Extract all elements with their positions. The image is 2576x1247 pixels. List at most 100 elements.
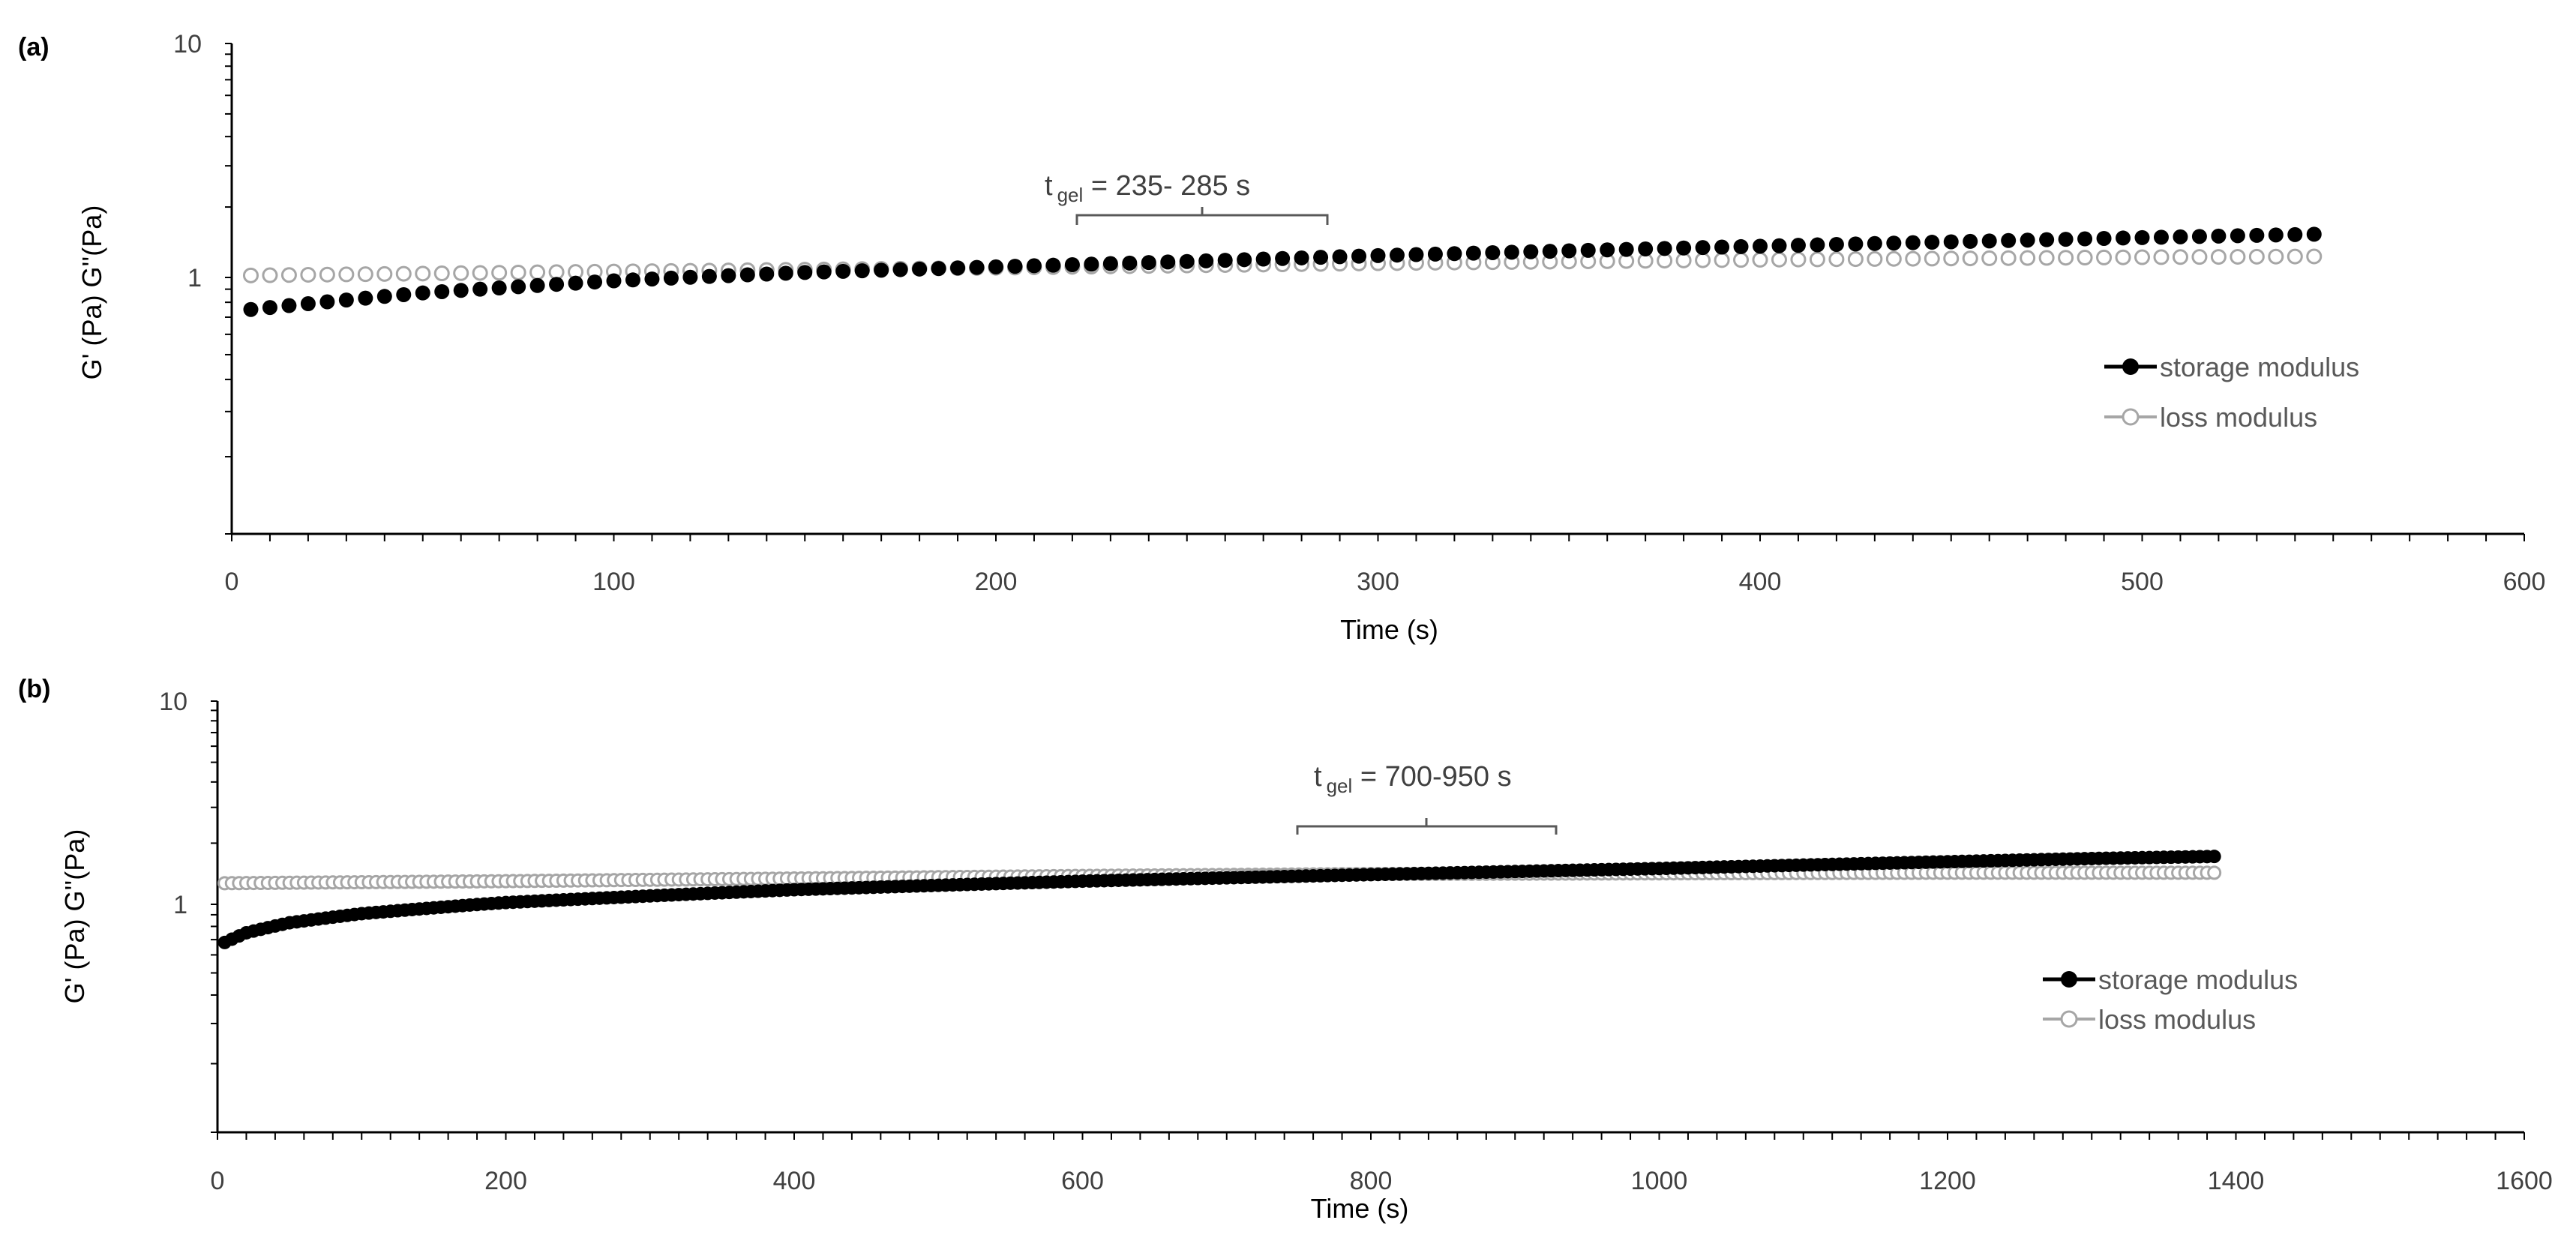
panel-a-y-tick-label: 10 — [173, 30, 202, 58]
panel-b-legend-storage-marker — [2061, 971, 2077, 988]
panel-a-storage-point — [1141, 255, 1156, 271]
panel-a-x-axis-title: Time (s) — [1340, 614, 1438, 645]
panel-a-loss-point — [415, 265, 431, 282]
panel-a-loss-point — [453, 265, 469, 281]
panel-a-storage-point — [300, 296, 316, 312]
panel-a-storage-point — [1638, 241, 1654, 256]
panel-b-legend-loss-marker — [2060, 1010, 2078, 1028]
panel-a-x-tick-label: 100 — [592, 568, 635, 596]
panel-a-loss-point — [1905, 250, 1921, 267]
panel-a-storage-point — [1981, 233, 1997, 249]
panel-b-y-axis-title: G' (Pa) G''(Pa) — [59, 829, 90, 1004]
panel-a-legend-storage-marker — [2122, 358, 2139, 375]
panel-a-loss-point — [1943, 250, 1960, 267]
panel-a-storage-point — [1695, 240, 1711, 256]
panel-a-gel-time-label: t gel = 235- 285 s — [1045, 170, 1250, 206]
panel-a-storage-point — [1102, 256, 1118, 271]
panel-a-storage-point — [644, 271, 660, 287]
panel-a-storage-point — [281, 298, 297, 313]
panel-a-storage-point — [262, 300, 277, 316]
panel-a-loss-point — [1828, 251, 1845, 268]
panel-a-legend-loss-label: loss modulus — [2160, 402, 2317, 433]
panel-b-x-tick-label: 1000 — [1631, 1167, 1688, 1195]
panel-a-storage-point — [1007, 259, 1023, 274]
panel-a-storage-point — [701, 268, 717, 284]
panel-a-storage-point — [1370, 247, 1386, 263]
panel-a-storage-point — [568, 275, 583, 291]
panel-b-label: (b) — [18, 675, 50, 703]
panel-a-x-tick-label: 600 — [2503, 568, 2546, 596]
panel-a-storage-point — [1198, 253, 1214, 268]
panel-a-loss-point — [1867, 250, 1883, 267]
panel-a-storage-point — [1408, 247, 1424, 262]
panel-a-storage-point — [2191, 229, 2207, 244]
panel-a-loss-point — [1733, 252, 1750, 268]
panel-b-x-tick-label: 800 — [1350, 1167, 1393, 1195]
panel-a-storage-point — [1217, 253, 1233, 268]
panel-a-loss-point — [262, 267, 278, 283]
panel-b: (b) 0 200 400 600 800 1000 1200 1400 1600 1 10 Time… — [18, 675, 2553, 1224]
panel-a-loss-point — [1752, 251, 1768, 268]
panel-a-storage-point — [1733, 238, 1749, 254]
panel-a-y-axis-title: G' (Pa) G''(Pa) — [76, 205, 107, 380]
panel-a-loss-point — [2058, 250, 2074, 266]
panel-a-storage-point — [1943, 234, 1959, 250]
panel-a-storage-point — [2249, 227, 2265, 243]
panel-a-legend-storage-label: storage modulus — [2160, 352, 2359, 382]
panel-a-storage-point — [1179, 253, 1195, 269]
panel-a-storage-point — [892, 262, 908, 277]
panel-a-x-tick-label: 300 — [1357, 568, 1399, 596]
panel-a-storage-point — [2116, 230, 2131, 246]
panel-a-loss-point — [2134, 249, 2150, 265]
panel-a-gel-time-annotation: t gel = 235- 285 s — [1045, 170, 1329, 225]
panel-a-loss-point — [2115, 249, 2131, 265]
panel-a-loss-point — [1695, 252, 1711, 268]
panel-a-storage-point — [2001, 232, 2017, 248]
panel-a-storage-point — [1886, 235, 1902, 251]
panel-a-storage-point — [1064, 256, 1080, 272]
panel-a-storage-point — [2134, 229, 2150, 245]
panel-a-loss-point — [2287, 248, 2303, 265]
panel-b-x-tick-label: 1200 — [1919, 1167, 1976, 1195]
panel-a-loss-point — [2153, 249, 2170, 265]
panel-a-storage-point — [988, 259, 1003, 274]
panel-a-loss-point — [2268, 248, 2284, 265]
panel-a-loss-point — [2306, 248, 2323, 265]
panel-a-storage-point — [1294, 250, 1309, 265]
panel-b-x-tick-label: 400 — [773, 1167, 816, 1195]
panel-a-loss-point — [2000, 250, 2017, 266]
panel-a-storage-point — [472, 281, 488, 297]
panel-a-storage-point — [1313, 250, 1329, 265]
panel-a-storage-point — [1810, 237, 1825, 253]
panel-a-loss-point — [510, 264, 526, 280]
panel-a-storage-point — [1828, 236, 1844, 252]
panel-a-storage-point — [453, 283, 469, 298]
panel-a-storage-point — [816, 264, 832, 280]
panel-a-storage-point — [1045, 257, 1061, 273]
panel-a-storage-point — [511, 279, 526, 295]
panel-a-loss-point — [2210, 249, 2227, 265]
panel-a-storage-point — [835, 263, 851, 279]
panel-a-storage-point — [376, 289, 392, 304]
panel-a-legend-loss-marker — [2122, 408, 2140, 426]
panel-a-storage-point — [2287, 226, 2303, 242]
panel-a-storage-point — [721, 268, 736, 283]
panel-a-storage-point — [319, 294, 335, 310]
panel-a-loss-point — [1885, 250, 1902, 267]
panel-a-storage-point — [1848, 236, 1864, 252]
panel-a-label: (a) — [18, 33, 49, 61]
panel-a-loss-point — [1771, 251, 1787, 268]
panel-a-storage-point — [625, 272, 640, 288]
panel-b-gel-time-label: t gel = 700-950 s — [1314, 761, 1512, 797]
panel-a-loss-point — [1809, 251, 1825, 268]
panel-b-x-tick-label: 0 — [211, 1167, 225, 1195]
panel-a-axes: 0 100 200 300 400 500 600 1 10 Time (s) G' (Pa) G'… — [76, 30, 2545, 645]
panel-a-storage-point — [1542, 244, 1558, 259]
panel-a-storage-point — [358, 290, 373, 306]
panel-a-storage-point — [396, 286, 412, 302]
panel-b-x-tick-label: 1400 — [2208, 1167, 2265, 1195]
panel-a-storage-point — [606, 273, 622, 289]
panel-a-storage-point — [797, 265, 813, 280]
panel-b-x-tick-label: 600 — [1061, 1167, 1104, 1195]
